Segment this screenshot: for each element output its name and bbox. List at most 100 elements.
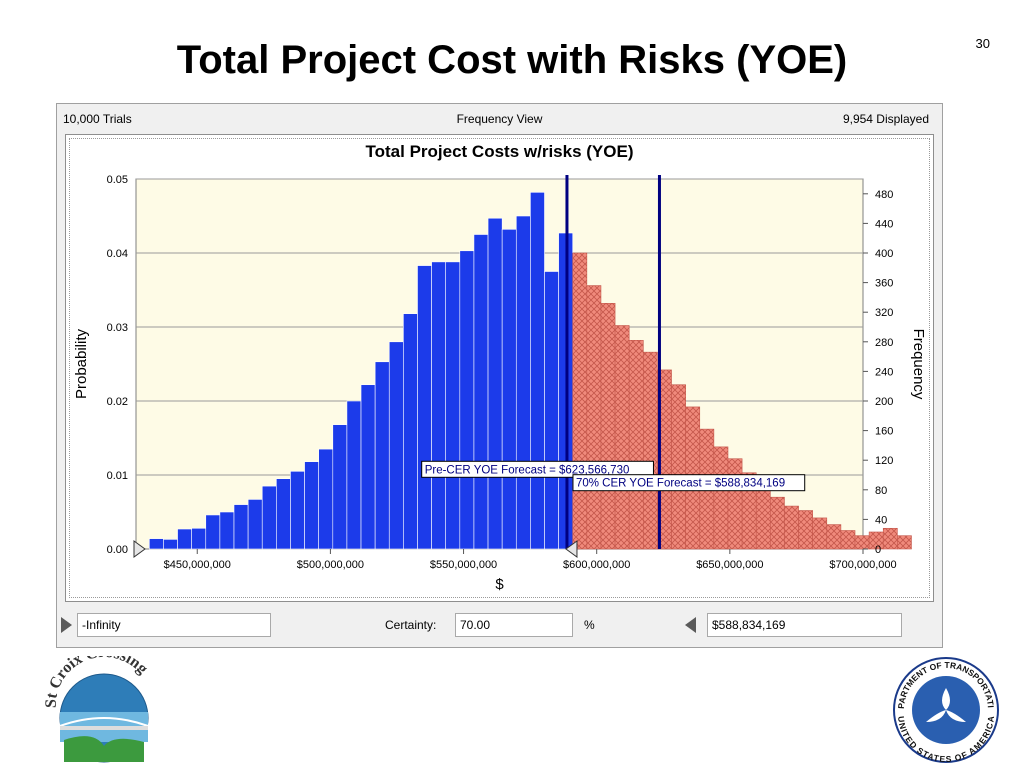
- x-tick-label: $700,000,000: [829, 559, 896, 571]
- histogram-bar: [346, 400, 362, 550]
- histogram-bar: [572, 252, 588, 550]
- histogram-bar: [177, 528, 192, 550]
- histogram-bar: [332, 424, 348, 550]
- histogram-bar: [445, 261, 461, 550]
- y2-tick-label: 160: [875, 426, 893, 438]
- histogram-bar: [459, 250, 475, 550]
- y-tick-label: 0.03: [107, 322, 128, 334]
- histogram-bar: [431, 261, 447, 550]
- y2-axis-label: Frequency: [910, 329, 927, 400]
- histogram-bar: [586, 285, 602, 550]
- y2-tick-label: 400: [875, 248, 893, 260]
- histogram-bar: [643, 351, 658, 550]
- x-tick-label: $550,000,000: [430, 559, 497, 571]
- st-croix-crossing-logo: St Croix Crossing: [43, 656, 151, 763]
- y-axis-label: Probability: [73, 328, 90, 399]
- histogram-bar: [755, 482, 771, 550]
- y2-tick-label: 320: [875, 307, 893, 319]
- y-tick-label: 0.01: [107, 470, 128, 482]
- x-tick-label: $600,000,000: [563, 559, 630, 571]
- histogram-bar: [770, 496, 785, 550]
- right-grabber-icon[interactable]: [685, 617, 696, 633]
- y2-tick-label: 80: [875, 485, 887, 497]
- histogram-bar: [501, 229, 517, 550]
- histogram-bar: [417, 265, 432, 550]
- displayed-count: 9,954 Displayed: [842, 112, 929, 126]
- left-certainty-grabber-icon: [133, 540, 146, 558]
- x-tick-label: $650,000,000: [696, 559, 763, 571]
- pre-cer-forecast-label: Pre-CER YOE Forecast = $623,566,730: [425, 464, 630, 476]
- right-value-input[interactable]: $588,834,169: [707, 613, 902, 637]
- histogram-bar: [840, 530, 856, 550]
- histogram-bar: [149, 538, 164, 550]
- x-tick-label: $450,000,000: [164, 559, 231, 571]
- right-certainty-grabber-icon: [565, 540, 578, 558]
- histogram-bar: [544, 271, 559, 550]
- histogram-bar: [388, 341, 404, 550]
- certainty-label: Certainty:: [385, 618, 437, 632]
- histogram-bar: [219, 511, 235, 550]
- histogram-bar: [600, 303, 616, 550]
- histogram-bar: [530, 192, 545, 550]
- histogram-bar: [261, 485, 277, 550]
- percent-label: %: [584, 618, 595, 632]
- y-tick-label: 0.00: [107, 544, 128, 556]
- histogram-bar: [360, 384, 376, 550]
- histogram-bar: [713, 446, 729, 550]
- x-axis-label: $: [495, 576, 504, 593]
- slide-title: Total Project Cost with Risks (YOE): [176, 38, 848, 82]
- histogram-bar: [276, 478, 291, 550]
- histogram-bar: [727, 458, 743, 550]
- pre-cer-forecast-label-box: [421, 460, 654, 478]
- histogram-bar: [826, 524, 842, 550]
- y-tick-label: 0.02: [107, 396, 128, 408]
- histogram-bar: [854, 535, 870, 550]
- y2-tick-label: 360: [875, 278, 893, 290]
- left-grabber-icon[interactable]: [61, 617, 72, 633]
- y-tick-label: 0.05: [107, 174, 128, 186]
- histogram-bar: [487, 217, 503, 550]
- histogram-bar: [671, 384, 686, 550]
- y2-tick-label: 0: [875, 544, 881, 556]
- y2-tick-label: 200: [875, 396, 893, 408]
- y2-tick-label: 240: [875, 366, 893, 378]
- histogram-bar: [515, 215, 531, 550]
- y2-tick-label: 280: [875, 337, 893, 349]
- chart-frame: Total Project Costs w/risks (YOE) 0.00 0.0…: [65, 134, 934, 602]
- histogram-bar: [614, 325, 630, 550]
- histogram-bar: [290, 470, 305, 550]
- crystal-ball-window: 10,000 Trials Frequency View 9,954 Displ…: [56, 103, 943, 648]
- x-tick-label: $500,000,000: [297, 559, 364, 571]
- certainty-input[interactable]: 70.00: [455, 613, 573, 637]
- histogram-bar: [897, 535, 912, 550]
- histogram-bar: [374, 361, 390, 550]
- chart-title: Total Project Costs w/risks (YOE): [366, 142, 634, 161]
- histogram-bar: [163, 539, 178, 550]
- chart-frame-border: [69, 138, 930, 598]
- cer-70-forecast-label: 70% CER YOE Forecast = $588,834,169: [576, 478, 785, 490]
- histogram-bar: [812, 517, 828, 550]
- histogram-bar: [304, 461, 319, 550]
- histogram-chart[interactable]: Total Project Costs w/risks (YOE) 0.00 0.0…: [66, 135, 933, 601]
- histogram-bar: [798, 510, 813, 550]
- histogram-bar: [233, 504, 249, 550]
- left-value-input[interactable]: -Infinity: [77, 613, 271, 637]
- y2-tick-label: 440: [875, 218, 893, 230]
- histogram-bar: [784, 505, 799, 550]
- histogram-bar: [191, 527, 207, 550]
- y2-tick-label: 120: [875, 455, 893, 467]
- y2-tick-label: 480: [875, 189, 893, 201]
- view-mode[interactable]: Frequency View: [456, 112, 543, 126]
- slide-number: 30: [975, 36, 990, 51]
- histogram-bar: [882, 527, 898, 550]
- histogram-bar: [318, 448, 334, 550]
- histogram-bar: [247, 499, 263, 550]
- cer-70-forecast-label-box: [572, 474, 806, 492]
- y2-tick-label: 40: [875, 514, 887, 526]
- histogram-bar: [628, 340, 644, 550]
- dot-seal-logo: DEPARTMENT OF TRANSPORTATION UNITED STAT…: [890, 652, 999, 764]
- trials-count: 10,000 Trials: [63, 112, 132, 126]
- histogram-bar: [473, 234, 489, 550]
- y-tick-label: 0.04: [107, 248, 128, 260]
- histogram-bar: [403, 313, 418, 550]
